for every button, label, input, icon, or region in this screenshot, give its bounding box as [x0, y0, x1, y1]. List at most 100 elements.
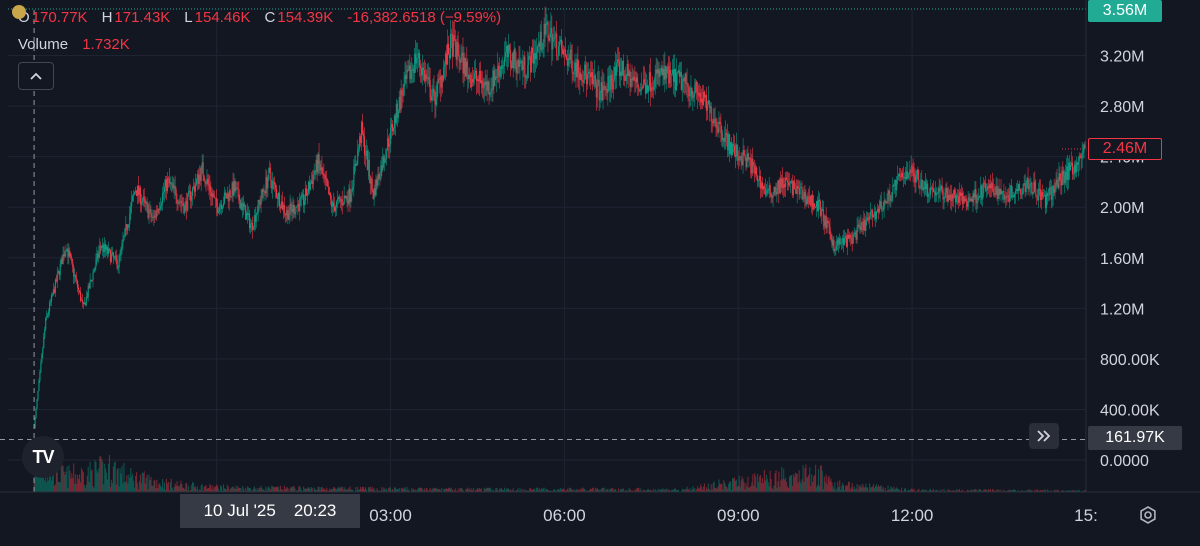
- candle-body: [423, 70, 425, 81]
- volume-bar: [737, 485, 739, 492]
- volume-bar: [112, 466, 114, 492]
- volume-bar: [342, 489, 344, 492]
- volume-bar: [615, 489, 617, 492]
- candle-body: [1054, 189, 1056, 193]
- volume-bar: [719, 483, 721, 492]
- volume-bar: [960, 490, 962, 492]
- settings-button[interactable]: [1136, 503, 1160, 527]
- y-tick-label: 800.00K: [1100, 352, 1160, 369]
- candle-body: [445, 53, 447, 65]
- candle-body: [254, 215, 256, 222]
- candle-body: [585, 64, 587, 75]
- volume-bar: [317, 486, 319, 492]
- candle-body: [956, 195, 958, 203]
- candle-body: [375, 179, 377, 196]
- candle-body: [227, 193, 229, 202]
- candle-body: [990, 182, 992, 189]
- volume-bar: [532, 489, 534, 492]
- volume-bar: [150, 476, 152, 492]
- candle-body: [1004, 198, 1006, 200]
- volume-bar: [433, 487, 435, 492]
- candle-body: [1073, 164, 1076, 174]
- crosshair-time-tag: 10 Jul '25 20:23: [180, 494, 360, 528]
- candle-body: [897, 176, 899, 181]
- candle-body: [277, 197, 279, 200]
- volume-bar: [132, 473, 134, 492]
- volume-bar: [396, 489, 398, 492]
- volume-bar: [156, 479, 158, 492]
- candle-body: [178, 201, 180, 204]
- volume-bar: [894, 489, 896, 492]
- candle-body: [887, 190, 889, 202]
- candle-body: [220, 204, 222, 207]
- scroll-to-realtime-button[interactable]: [1029, 423, 1059, 449]
- volume-bar: [198, 489, 200, 492]
- volume-bar: [550, 490, 552, 492]
- candle-body: [389, 144, 391, 147]
- volume-bar: [486, 487, 488, 492]
- volume-bar: [74, 483, 76, 492]
- collapse-legend-button[interactable]: [18, 62, 54, 90]
- candle-body: [1037, 196, 1039, 201]
- volume-bar: [804, 468, 806, 492]
- volume-bar: [207, 487, 209, 492]
- candle-body: [939, 188, 941, 192]
- candle-body: [61, 258, 63, 265]
- volume-bar: [327, 490, 329, 492]
- volume-bar: [610, 488, 612, 492]
- volume-bar: [983, 489, 985, 492]
- volume-bar: [232, 486, 234, 492]
- tradingview-logo[interactable]: TV: [22, 436, 64, 478]
- candle-body: [649, 72, 651, 92]
- volume-bar: [477, 489, 480, 492]
- candle-body: [788, 182, 791, 186]
- volume-bar: [461, 488, 463, 492]
- volume-bar: [888, 489, 890, 492]
- volume-bar: [330, 490, 332, 492]
- candle-body: [52, 289, 54, 295]
- candle-body: [529, 56, 531, 57]
- volume-bar: [516, 489, 518, 492]
- volume-bar: [1013, 489, 1015, 492]
- volume-bar: [1035, 490, 1037, 492]
- volume-bar: [969, 490, 971, 492]
- candle-body: [334, 206, 337, 212]
- volume-bar: [347, 487, 349, 492]
- candle-body: [944, 192, 946, 199]
- candle-body: [95, 259, 97, 268]
- volume-bar: [704, 490, 707, 492]
- volume-bar: [717, 486, 719, 492]
- candle-body: [146, 202, 148, 205]
- candle-body: [757, 175, 759, 182]
- candle-body: [749, 157, 751, 160]
- candle-body: [763, 186, 765, 189]
- candle-body: [1064, 171, 1066, 184]
- candle-body: [659, 71, 661, 77]
- volume-bar: [333, 487, 335, 492]
- volume-bar: [671, 489, 673, 492]
- candle-body: [1076, 162, 1078, 166]
- volume-bar: [1068, 490, 1070, 492]
- candle-body: [244, 205, 246, 207]
- volume-bar: [648, 489, 650, 492]
- volume-bar: [945, 490, 947, 492]
- candle-body: [495, 76, 497, 78]
- volume-bar: [328, 490, 330, 492]
- candle-body: [430, 97, 432, 101]
- volume-bar: [210, 485, 212, 492]
- volume-bar: [171, 487, 173, 492]
- candle-body: [584, 64, 586, 81]
- candle-body: [844, 236, 847, 238]
- candle-body: [291, 208, 293, 212]
- symbol-icon: [12, 5, 26, 19]
- volume-bar: [350, 489, 352, 492]
- candle-body: [433, 88, 435, 92]
- candle-body: [46, 315, 48, 318]
- candle-body: [770, 192, 772, 196]
- candle-body: [338, 197, 340, 200]
- volume-bar: [989, 489, 991, 492]
- candle-body: [724, 136, 726, 142]
- candle-body: [1070, 165, 1072, 171]
- candle-body: [832, 240, 834, 246]
